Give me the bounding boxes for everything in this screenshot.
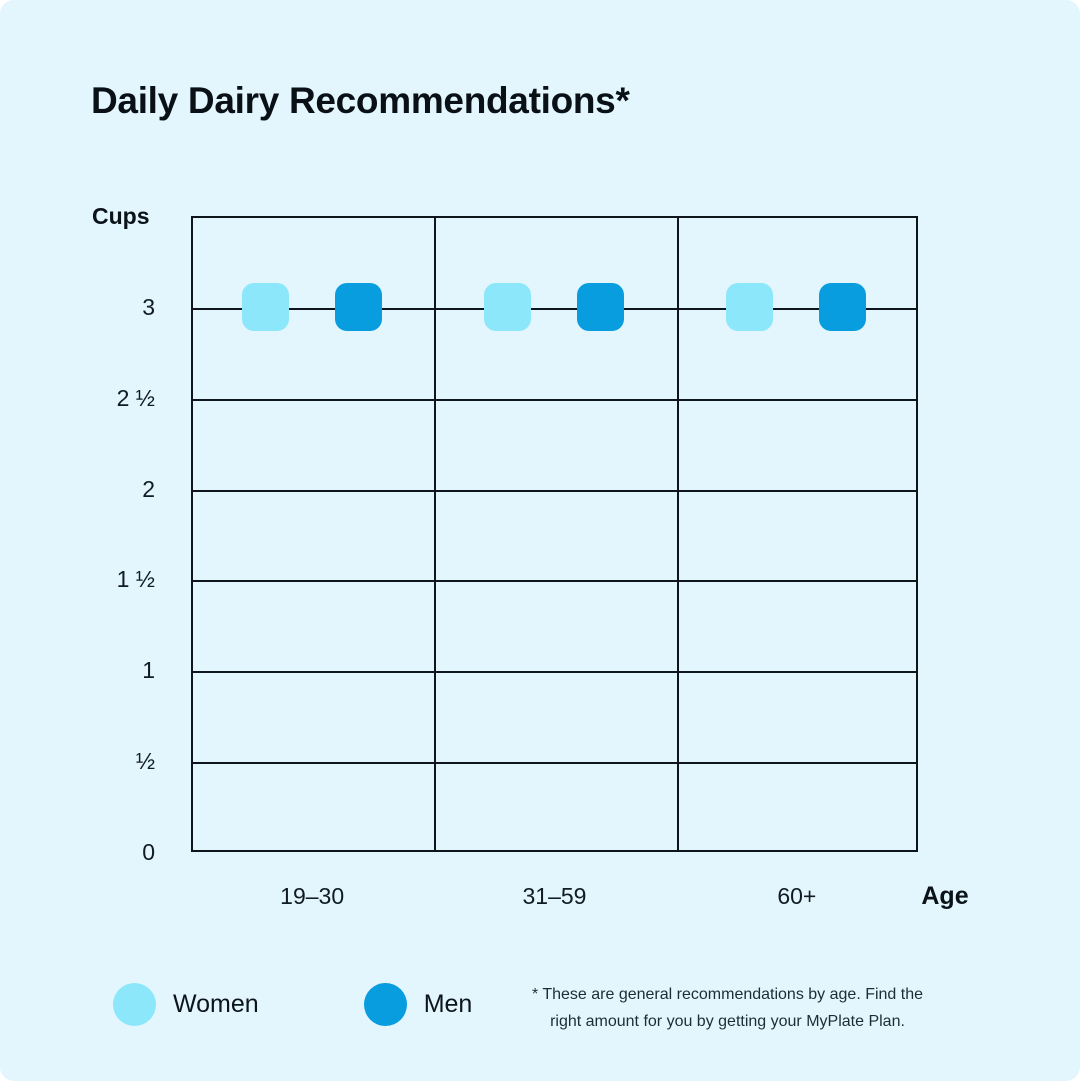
y-tick-label: 2 ½	[116, 384, 155, 411]
gridline-vertical	[434, 218, 437, 850]
y-tick-label: 1 ½	[116, 566, 155, 593]
men-swatch-icon	[363, 983, 407, 1026]
y-tick-label: 0	[142, 839, 155, 865]
legend-item-women: Women	[113, 983, 259, 1026]
x-axis-title: Age	[921, 882, 969, 910]
gridline-vertical	[676, 218, 679, 850]
marker-men-19–30	[334, 282, 382, 331]
marker-men-31–59	[577, 282, 624, 331]
marker-women-60+	[726, 282, 774, 331]
x-tick-label: 19–30	[280, 883, 345, 909]
women-swatch-icon	[113, 983, 156, 1026]
marker-women-19–30	[241, 282, 289, 331]
gridline-horizontal	[193, 762, 916, 765]
page-title: Daily Dairy Recommendations*	[91, 80, 630, 121]
gridline-horizontal	[193, 671, 916, 674]
gridline-horizontal	[193, 398, 916, 401]
legend-item-men: Men	[363, 983, 473, 1026]
marker-women-31–59	[484, 282, 531, 331]
gridline-horizontal	[193, 307, 916, 310]
gridline-horizontal	[193, 489, 916, 492]
x-tick-label: 60+	[777, 883, 817, 909]
chart-legend: Women Men	[113, 983, 472, 1026]
footnote-line-2: right amount for you by getting your MyP…	[550, 1013, 905, 1030]
footnote: * These are general recommendations by a…	[500, 981, 955, 1035]
x-tick-label: 31–59	[522, 883, 587, 909]
y-tick-label: 1	[142, 657, 155, 684]
y-tick-label: 2	[142, 475, 155, 502]
y-tick-label: 3	[142, 293, 155, 320]
plot-area	[191, 216, 918, 852]
legend-label-men: Men	[423, 990, 473, 1018]
marker-men-60+	[819, 282, 867, 331]
y-axis-title: Cups	[92, 203, 150, 229]
y-tick-label: ½	[135, 748, 155, 775]
gridline-horizontal	[193, 580, 916, 583]
legend-label-women: Women	[173, 990, 259, 1018]
footnote-line-1: * These are general recommendations by a…	[531, 986, 924, 1003]
